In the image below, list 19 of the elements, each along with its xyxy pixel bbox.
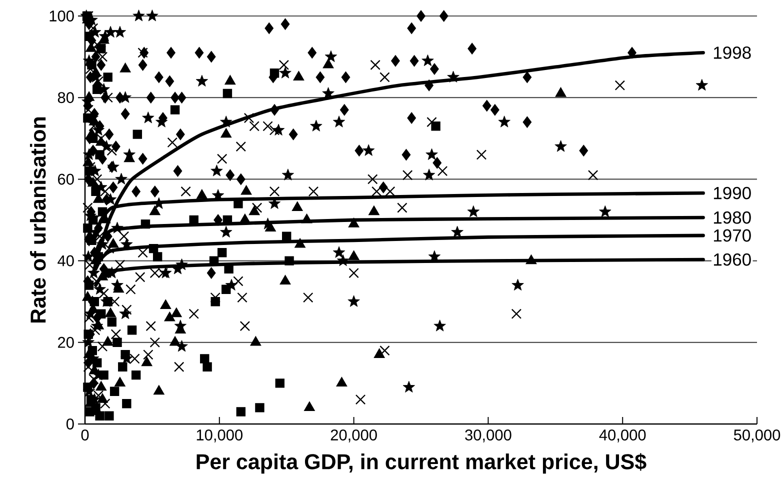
y-tick-label: 80 [58, 92, 74, 104]
y-tick-label: 0 [66, 418, 74, 430]
series-label: 1970 [714, 229, 751, 242]
series-label: 1960 [714, 253, 751, 266]
y-axis-title: Rate of urbanisation [30, 117, 46, 322]
y-tick-label: 60 [58, 174, 74, 185]
y-tick-label: 100 [50, 10, 74, 22]
x-axis-title: Per capita GDP, in current market price, US$ [196, 453, 646, 474]
x-tick-label: 20,000 [330, 430, 377, 442]
y-tick-label: 40 [58, 255, 74, 266]
y-tick-label: 20 [58, 336, 74, 348]
x-tick-label: 50,000 [734, 430, 780, 442]
x-tick-label: 40,000 [599, 430, 646, 442]
series-label: 1998 [714, 46, 751, 59]
x-tick-label: 10,000 [196, 430, 242, 442]
series-label: 1980 [714, 211, 751, 224]
x-tick-label: 0 [81, 430, 89, 440]
series-label: 1990 [714, 186, 751, 200]
x-tick-label: 30,000 [465, 430, 512, 442]
